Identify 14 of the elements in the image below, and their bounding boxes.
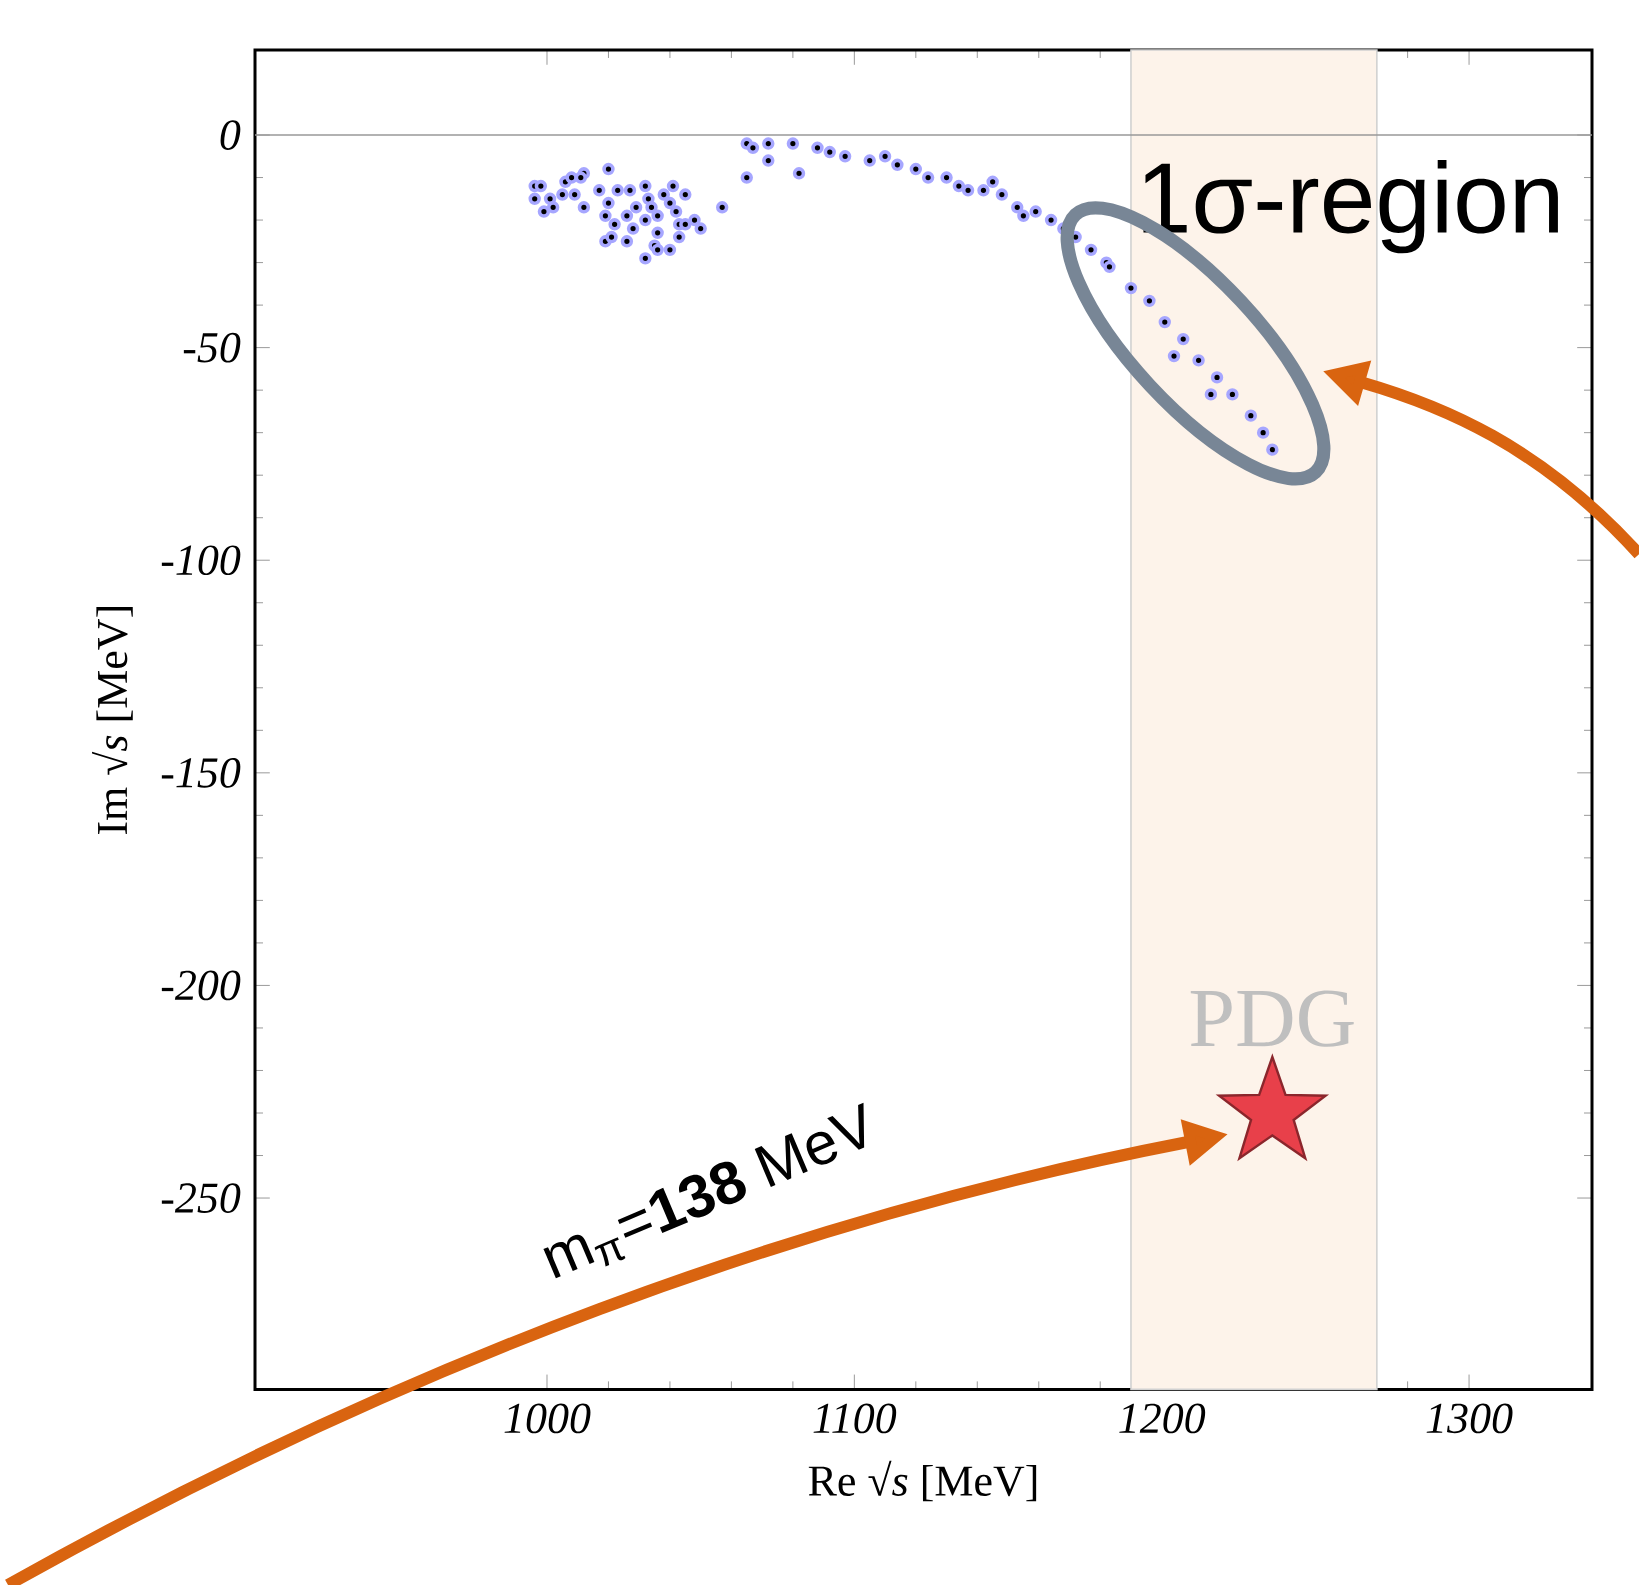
series-label: PDG <box>1190 990 1354 1047</box>
y-tick-label: 0 <box>220 120 241 150</box>
y-tick-label: -50 <box>183 332 241 363</box>
y-tick-label: -150 <box>161 758 241 788</box>
y-tick-label: -200 <box>161 970 241 1001</box>
y-tick-label: -100 <box>161 545 241 576</box>
annotation: 1σ-region <box>1143 160 1558 254</box>
x-tick-label: 1300 <box>1426 1403 1513 1434</box>
x-axis-title: Re √s [MeV] <box>808 1460 1037 1502</box>
y-tick-label: -250 <box>161 1183 241 1213</box>
x-tick-label: 1000 <box>504 1403 591 1434</box>
x-tick-label: 1100 <box>813 1403 897 1434</box>
x-tick-label: 1200 <box>1119 1403 1206 1434</box>
y-axis-title: Im √s [MeV] <box>92 607 133 835</box>
